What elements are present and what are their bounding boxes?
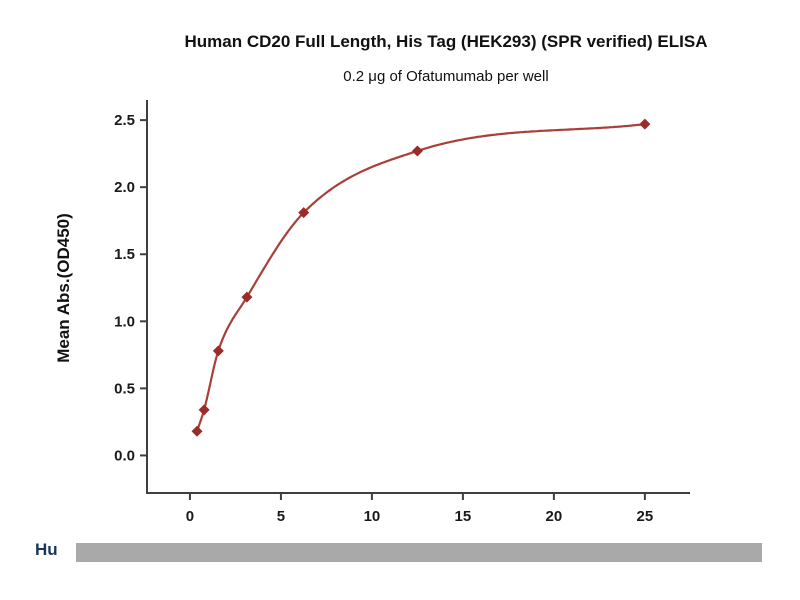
x-tick-label: 15: [455, 508, 472, 525]
x-axis-ticks: 0 5 10 15 20 25: [186, 493, 653, 525]
redaction-bar: [76, 543, 762, 562]
fit-curve: [195, 123, 646, 433]
y-tick-label: 2.5: [114, 112, 135, 129]
data-point-marker: [298, 207, 310, 219]
y-tick-label: 1.5: [114, 246, 135, 263]
y-tick-label: 1.0: [114, 313, 135, 330]
data-point-marker: [212, 345, 224, 357]
y-tick-label: 2.0: [114, 179, 135, 196]
x-tick-label: 25: [637, 508, 654, 525]
x-tick-label: 0: [186, 508, 194, 525]
data-point-marker: [411, 145, 423, 157]
y-tick-label: 0.0: [114, 447, 135, 464]
data-point-marker: [639, 118, 651, 130]
data-point-marker: [198, 404, 210, 416]
data-point-marker: [241, 291, 253, 303]
axes: [146, 100, 690, 494]
chart-subtitle: 0.2 μg of Ofatumumab per well: [343, 68, 549, 85]
y-tick-label: 0.5: [114, 380, 135, 397]
data-point-marker: [191, 425, 203, 437]
y-axis-ticks: 0.0 0.5 1.0 1.5 2.0 2.5: [114, 112, 147, 464]
data-points: [191, 118, 651, 437]
x-tick-label: 10: [364, 508, 381, 525]
x-tick-label: 20: [546, 508, 563, 525]
x-tick-label: 5: [277, 508, 285, 525]
footer-text: Hu: [35, 540, 58, 559]
chart-title: Human CD20 Full Length, His Tag (HEK293)…: [184, 32, 708, 51]
